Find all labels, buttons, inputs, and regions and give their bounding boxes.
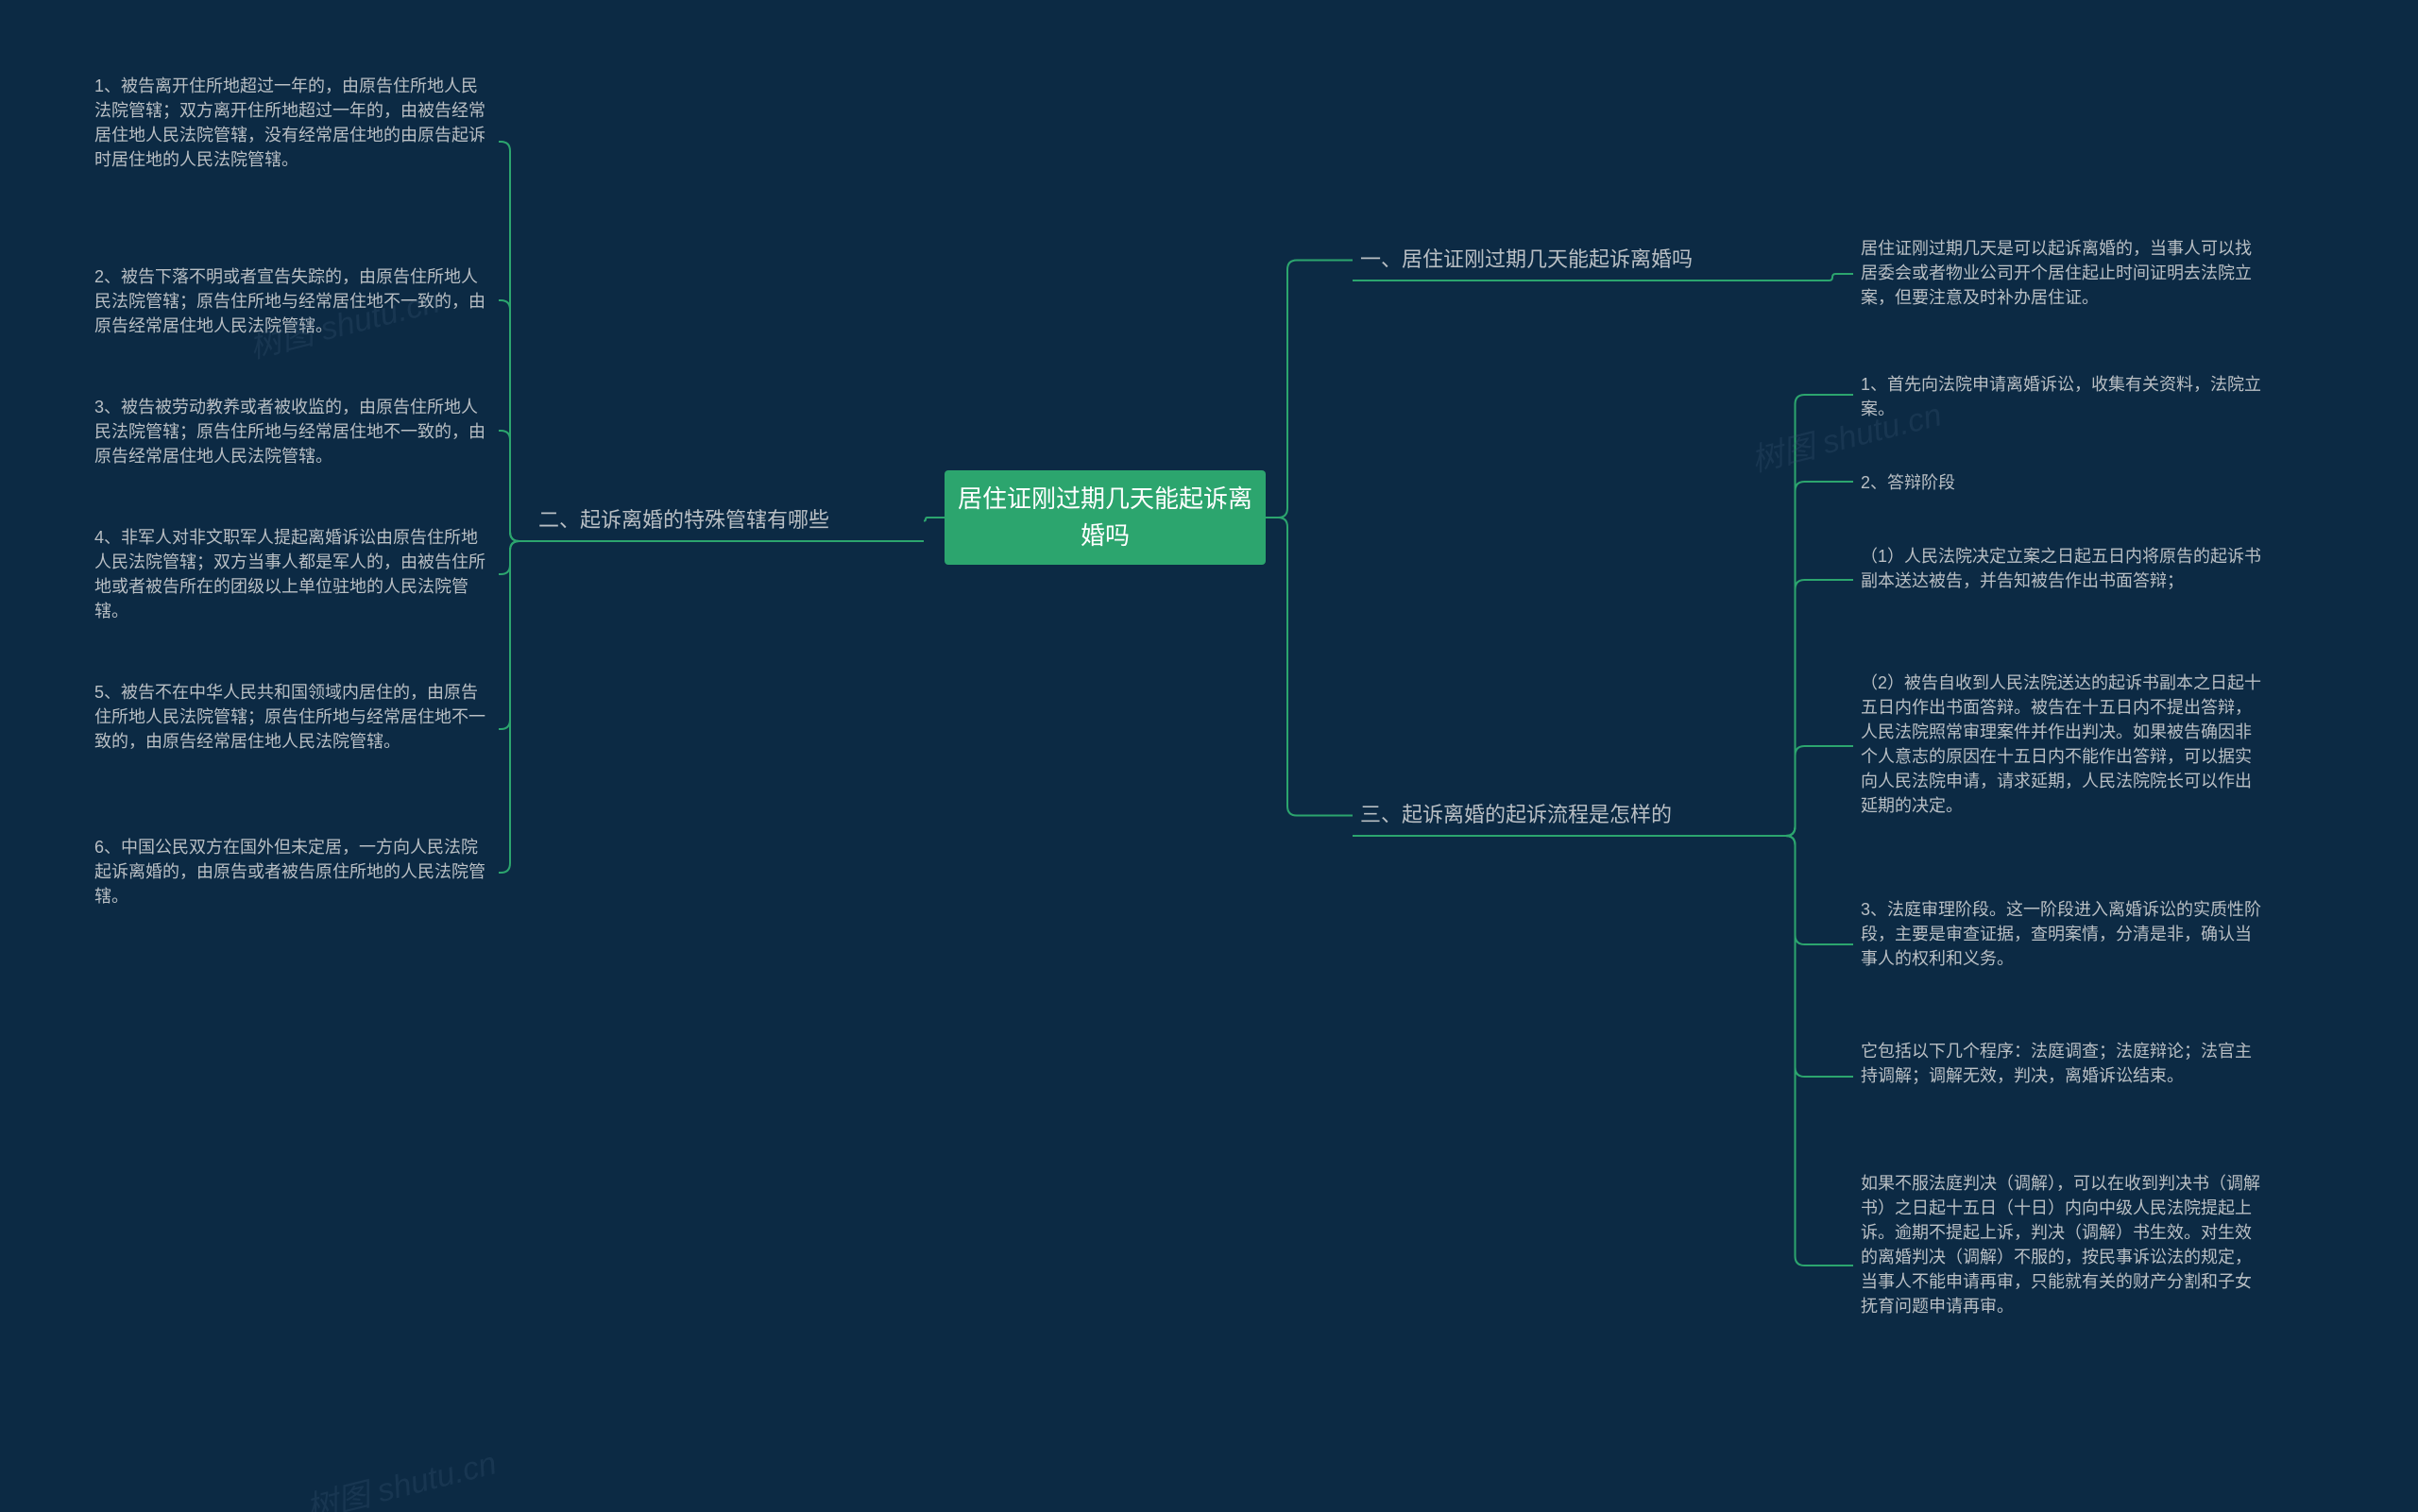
center-node: 居住证刚过期几天能起诉离婚吗 <box>945 470 1266 565</box>
leaf-b2l1: 1、被告离开住所地超过一年的，由原告住所地人民法院管辖；双方离开住所地超过一年的… <box>94 74 491 172</box>
branch-label-b1: 一、居住证刚过期几天能起诉离婚吗 <box>1360 246 1804 275</box>
leaf-b3l4: （2）被告自收到人民法院送达的起诉书副本之日起十五日内作出书面答辩。被告在十五日… <box>1861 671 2267 819</box>
leaf-b2l5: 5、被告不在中华人民共和国领域内居住的，由原告住所地人民法院管辖；原告住所地与经… <box>94 680 491 754</box>
branch-label-b2: 二、起诉离婚的特殊管辖有哪些 <box>538 506 916 535</box>
leaf-b2l6: 6、中国公民双方在国外但未定居，一方向人民法院起诉离婚的，由原告或者被告原住所地… <box>94 835 491 909</box>
leaf-b3l7: 如果不服法庭判决（调解），可以在收到判决书（调解书）之日起十五日（十日）内向中级… <box>1861 1171 2267 1319</box>
leaf-b3l6: 它包括以下几个程序：法庭调查；法庭辩论；法官主持调解；调解无效，判决，离婚诉讼结… <box>1861 1039 2267 1088</box>
branch-label-b3: 三、起诉离婚的起诉流程是怎样的 <box>1360 801 1766 830</box>
center-node-text: 居住证刚过期几天能起诉离婚吗 <box>958 481 1252 554</box>
leaf-b3l2: 2、答辩阶段 <box>1861 470 2267 495</box>
leaf-b3l1: 1、首先向法院申请离婚诉讼，收集有关资料，法院立案。 <box>1861 372 2267 421</box>
leaf-b1l1: 居住证刚过期几天是可以起诉离婚的，当事人可以找居委会或者物业公司开个居住起止时间… <box>1861 236 2267 310</box>
leaf-b2l3: 3、被告被劳动教养或者被收监的，由原告住所地人民法院管辖；原告住所地与经常居住地… <box>94 395 491 468</box>
leaf-b3l5: 3、法庭审理阶段。这一阶段进入离婚诉讼的实质性阶段，主要是审查证据，查明案情，分… <box>1861 897 2267 971</box>
leaf-b2l4: 4、非军人对非文职军人提起离婚诉讼由原告住所地人民法院管辖；双方当事人都是军人的… <box>94 525 491 623</box>
leaf-b2l2: 2、被告下落不明或者宣告失踪的，由原告住所地人民法院管辖；原告住所地与经常居住地… <box>94 264 491 338</box>
leaf-b3l3: （1）人民法院决定立案之日起五日内将原告的起诉书副本送达被告，并告知被告作出书面… <box>1861 544 2267 593</box>
